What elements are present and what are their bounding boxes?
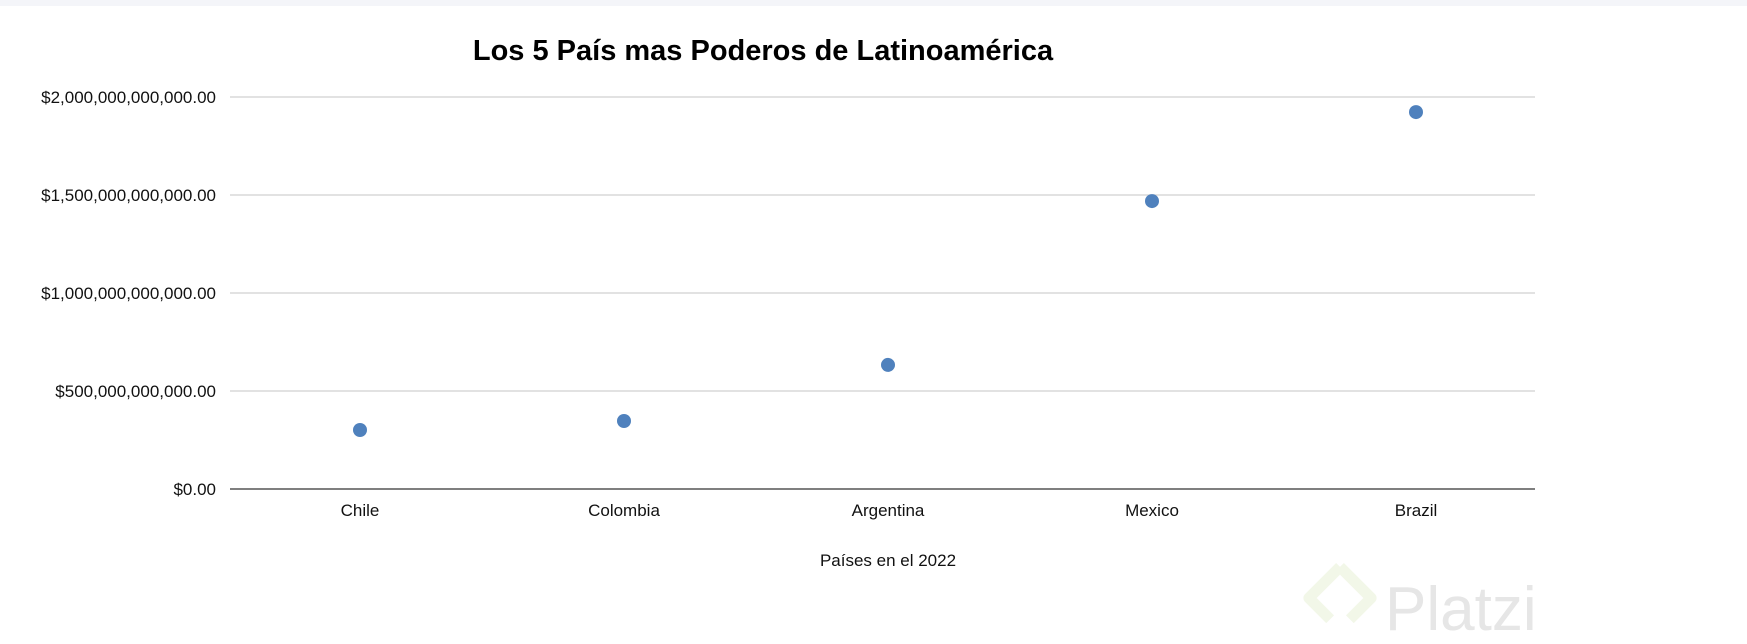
y-tick-label: $1,000,000,000,000.00: [41, 284, 216, 303]
y-tick-label: $1,500,000,000,000.00: [41, 186, 216, 205]
y-tick-label: $0.00: [173, 480, 216, 499]
x-tick-label: Argentina: [852, 501, 925, 520]
data-point-colombia: [617, 413, 631, 428]
x-tick-label: Mexico: [1125, 501, 1179, 520]
x-tick-label: Brazil: [1395, 501, 1438, 520]
x-axis-label: Países en el 2022: [820, 551, 956, 570]
top-strip: [0, 0, 1747, 6]
data-point-brazil: [1409, 105, 1423, 120]
data-point-argentina: [881, 357, 895, 372]
y-tick-label: $500,000,000,000.00: [55, 382, 216, 401]
data-point-chile: [353, 423, 367, 438]
platzi-watermark: Platzi: [1303, 562, 1537, 644]
watermark-text: Platzi: [1385, 575, 1537, 644]
data-point-mexico: [1145, 194, 1159, 209]
chart-title: Los 5 País mas Poderos de Latinoamérica: [473, 35, 1054, 67]
platzi-logo-icon: [1303, 562, 1377, 624]
y-tick-label: $2,000,000,000,000.00: [41, 88, 216, 107]
x-tick-label: Chile: [341, 501, 380, 520]
x-tick-label: Colombia: [588, 501, 660, 520]
